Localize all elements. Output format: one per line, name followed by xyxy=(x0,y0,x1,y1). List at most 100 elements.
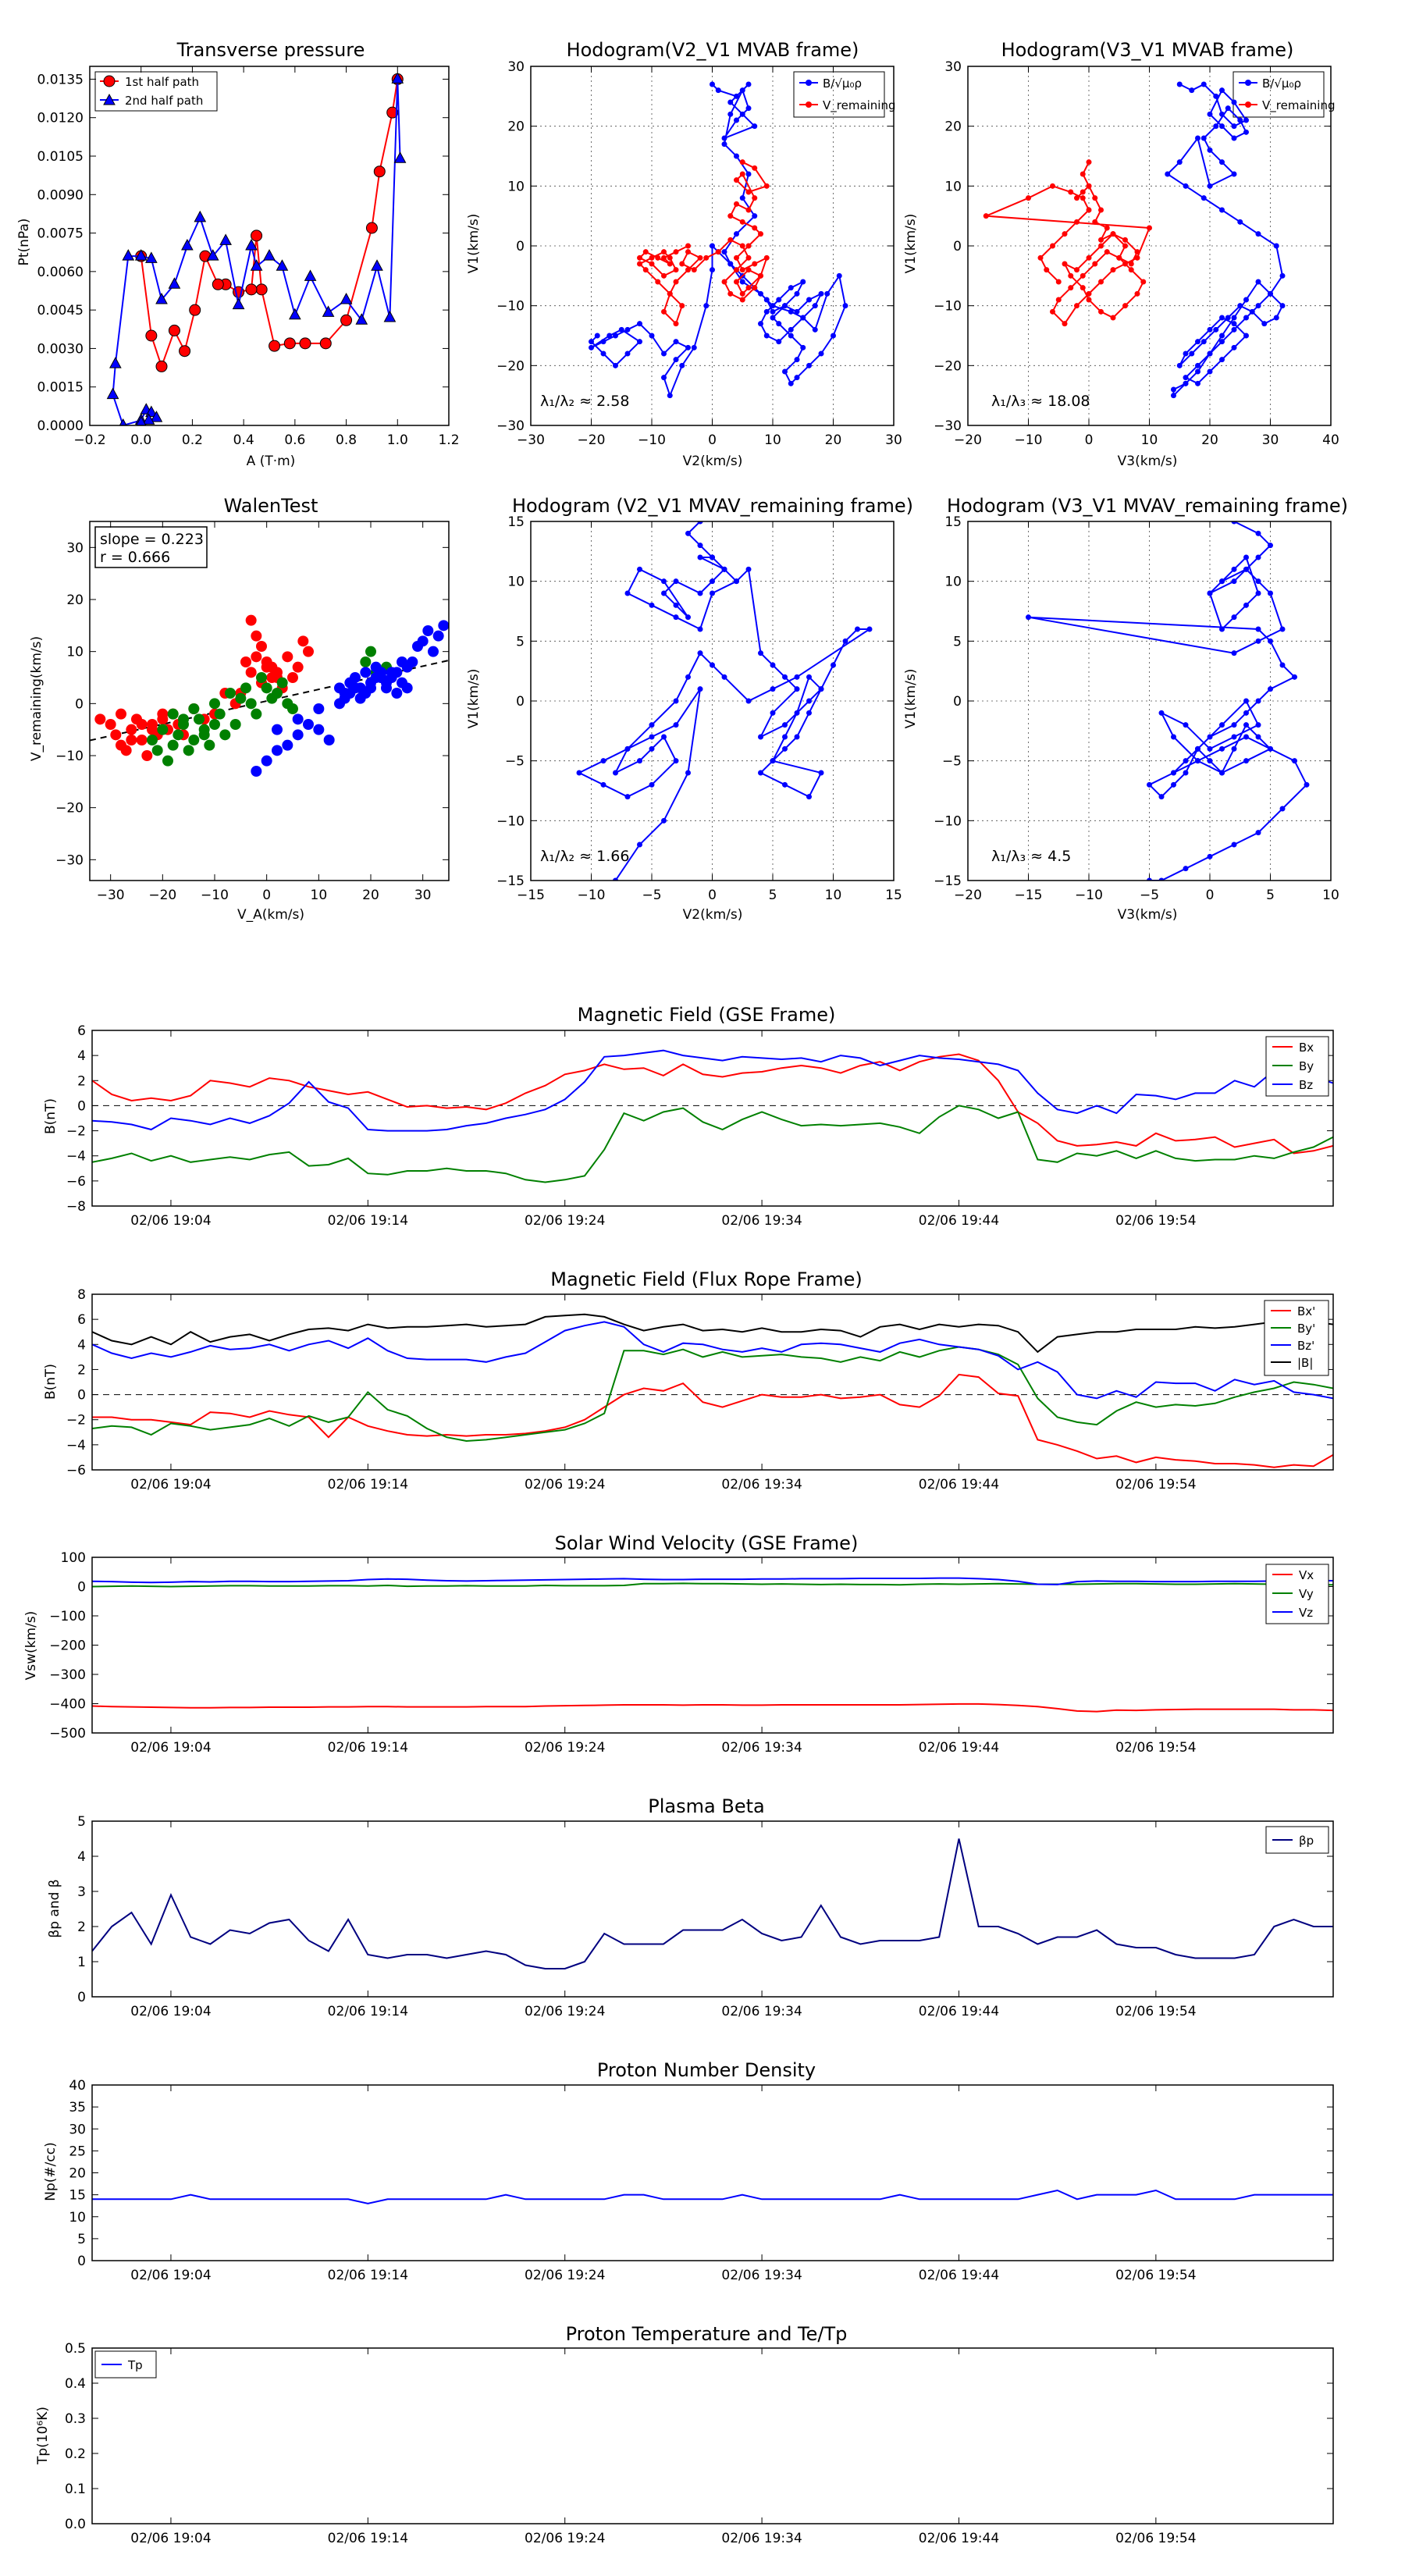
pressure-point-1st xyxy=(269,340,281,352)
hodogram-v2-mvab-point xyxy=(655,279,661,285)
hodogram-v3-mvav-point xyxy=(1255,578,1261,585)
hodogram-v2-mvab-point xyxy=(776,297,782,303)
hodogram-v2-mvav-xtick-label: 15 xyxy=(885,888,902,903)
b-gse-xtick-label: 02/06 19:24 xyxy=(525,1213,605,1229)
pressure-point-2nd xyxy=(250,259,263,271)
hodogram-v3-mvab-point xyxy=(1255,303,1261,309)
hodogram-v3-mvab-path xyxy=(1166,83,1284,398)
hodogram-v2-mvab-point xyxy=(794,290,800,297)
hodogram-v3-mvab-point xyxy=(1219,207,1225,213)
walen-point xyxy=(136,719,148,730)
hodogram-v3-mvab-point xyxy=(1219,339,1225,345)
transverse-pressure-ytick-label: 0.0105 xyxy=(37,149,84,165)
walen-point xyxy=(229,719,241,730)
hodogram-v3-mvab-point xyxy=(1122,237,1128,243)
hodogram-v3-mvab-ytick-label: −20 xyxy=(934,358,962,374)
hodogram-v2-mvav-xtick-label: −15 xyxy=(517,888,545,903)
hodogram-v2-mvab-point xyxy=(613,362,618,368)
hodogram-v3-mvav-point xyxy=(1219,626,1225,632)
hodogram-v2-mvab-point xyxy=(673,357,679,363)
hodogram-v3-mvab-legend: B/√μ₀ρ V_remaining xyxy=(1232,71,1336,118)
hodogram-v3-mvab-point xyxy=(1231,123,1237,130)
hodogram-v2-mvab-point xyxy=(727,99,734,105)
hodogram-v2-mvab-point xyxy=(770,303,776,309)
hodogram-v3-mvav-point xyxy=(1243,554,1249,560)
hodogram-v2-mvab-point xyxy=(752,213,758,219)
hodogram-v2-mvab-point xyxy=(618,326,624,333)
hodogram-v2-mvav-point xyxy=(794,686,800,692)
hodogram-v2-mvab-point xyxy=(649,254,655,261)
hodogram-v2-mvab-point xyxy=(703,254,710,261)
pressure-point-1st xyxy=(145,329,158,342)
hodogram-v3-mvab-point xyxy=(1110,267,1116,273)
b-gse-xtick-label: 02/06 19:34 xyxy=(721,1213,802,1229)
walen-ytick-label: −20 xyxy=(55,801,84,817)
walen-point xyxy=(266,661,278,673)
hodogram-v2-mvab-point xyxy=(739,243,745,249)
hodogram-v3-mvab-point xyxy=(1183,183,1189,189)
hodogram-v2-mvab-point xyxy=(739,279,745,285)
b-gse-xtick-label: 02/06 19:14 xyxy=(328,1213,408,1229)
hodogram-v2-mvab-point xyxy=(806,362,812,368)
hodogram-v2-mvav-point xyxy=(649,602,655,608)
pressure-point-2nd xyxy=(181,238,194,251)
hodogram-v3-mvab-point xyxy=(1116,254,1122,261)
hodogram-v2-mvab-point xyxy=(763,254,770,261)
walen-point xyxy=(438,620,449,632)
walen-title: WalenTest xyxy=(224,495,318,517)
legend-v-remaining: V_remaining xyxy=(823,98,896,113)
hodogram-v2-mvav-point xyxy=(794,710,800,716)
b-fr-ytick-label: −2 xyxy=(66,1413,86,1429)
pressure-point-2nd xyxy=(393,151,407,163)
np-ytick-label: 10 xyxy=(69,2210,86,2226)
pressure-point-2nd xyxy=(391,72,404,84)
tp-ytick-label: 0.2 xyxy=(65,2446,86,2462)
legend-b-norm: B/√μ₀ρ xyxy=(823,76,862,91)
hodogram-v3-mvab-point xyxy=(1068,272,1074,279)
hodogram-v3-mvab-point xyxy=(1237,219,1243,225)
hodogram-v2-mvab-point xyxy=(661,254,667,261)
walen-xtick-label: −10 xyxy=(201,888,229,903)
hodogram-v2-mvab-point xyxy=(745,81,752,87)
walen-point xyxy=(251,630,262,642)
hodogram-v2-mvav-point xyxy=(661,590,667,596)
hodogram-v2-mvab-frame xyxy=(530,66,895,426)
hodogram-v3-mvab-point xyxy=(1176,362,1183,368)
walen-point xyxy=(323,735,335,745)
hodogram-v2-mvab-point xyxy=(637,321,642,327)
hodogram-v2-mvab-point xyxy=(788,326,794,333)
walen-point xyxy=(183,745,194,756)
hodogram-v3-mvab-ratio: λ₁/λ₃ ≈ 18.08 xyxy=(991,393,1090,410)
hodogram-v2-mvab-point xyxy=(788,308,794,315)
hodogram-v3-mvav-ratio: λ₁/λ₃ ≈ 4.5 xyxy=(991,848,1071,865)
b-fr-ytick-label: −4 xyxy=(66,1438,86,1453)
hodogram-v2-mvav-point xyxy=(806,698,812,704)
hodogram-v2-mvab-xtick-label: 0 xyxy=(708,432,717,448)
walen-point xyxy=(422,625,434,636)
walen-xtick-label: −30 xyxy=(97,888,125,903)
hodogram-v3-mvab-point xyxy=(1134,249,1140,255)
hodogram-v2-mvab-point xyxy=(745,207,752,213)
np-ytick-label: 0 xyxy=(77,2254,86,2269)
hodogram-v2-mvav-point xyxy=(758,734,763,740)
hodogram-v3-mvab-point xyxy=(1189,87,1195,94)
hodogram-v2-mvab-point xyxy=(739,297,745,303)
hodogram-v2-mvav-ytick-label: 5 xyxy=(516,634,525,649)
hodogram-v2-mvav-ratio: λ₁/λ₂ ≈ 1.66 xyxy=(540,848,629,865)
walen-ytick-label: 0 xyxy=(75,696,84,712)
legend-bx-prime: Bx' xyxy=(1297,1304,1315,1318)
hodogram-v2-mvav-point xyxy=(758,650,763,656)
legend-b-norm-v3: B/√μ₀ρ xyxy=(1262,76,1301,91)
hodogram-v3-mvab-point xyxy=(1219,123,1225,130)
hodogram-v2-mvav-point xyxy=(576,770,582,776)
hodogram-v3-mvav-ytick-label: 0 xyxy=(953,694,962,710)
hodogram-v2-mvab-point xyxy=(739,267,745,273)
walen-xtick-label: 30 xyxy=(414,888,432,903)
hodogram-v2-mvav-point xyxy=(818,770,824,776)
hodogram-v2-mvab-point xyxy=(691,344,697,350)
hodogram-v2-mvav-point xyxy=(697,543,703,549)
hodogram-v3-mvab-point xyxy=(1279,272,1286,279)
walen-point xyxy=(126,724,137,735)
pressure-point-2nd xyxy=(168,277,181,289)
pressure-point-2nd xyxy=(355,313,368,325)
